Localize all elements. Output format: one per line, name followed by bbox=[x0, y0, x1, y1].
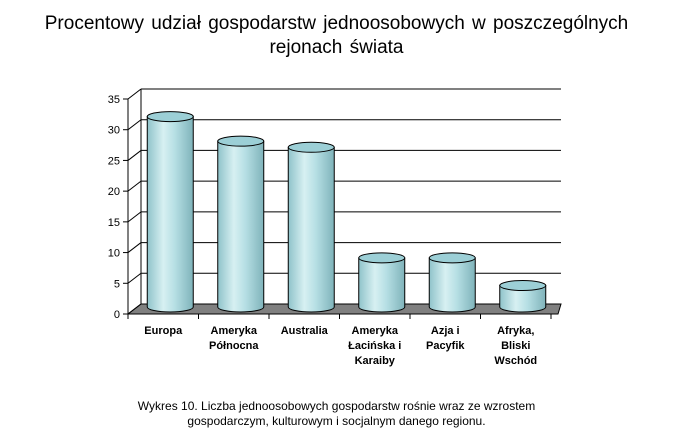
bar bbox=[428, 252, 476, 313]
bar bbox=[287, 141, 335, 313]
x-category-label: Karaiby bbox=[355, 355, 396, 367]
bar bbox=[358, 252, 406, 313]
y-tick-label: 30 bbox=[108, 125, 120, 137]
wall-gridline bbox=[127, 88, 142, 100]
x-category-label: Europa bbox=[144, 325, 183, 337]
y-tick-label: 25 bbox=[108, 155, 120, 167]
y-tick-label: 10 bbox=[108, 248, 120, 260]
x-category-label: Pacyfik bbox=[426, 340, 465, 352]
wall-gridline bbox=[127, 180, 142, 192]
y-tick-label: 35 bbox=[108, 94, 120, 106]
wall-gridline bbox=[127, 303, 142, 315]
x-category-label: Wschód bbox=[494, 355, 537, 367]
bar bbox=[217, 135, 265, 313]
x-category-label: Australia bbox=[281, 325, 329, 337]
x-category-label: Ameryka bbox=[211, 325, 258, 337]
y-tick-label: 20 bbox=[108, 186, 120, 198]
bar-chart: 0 5 10 15 20 25 30 35 Europa Ameryka Północna Austr… bbox=[108, 88, 562, 367]
wall-gridline bbox=[127, 211, 142, 223]
x-category-label: Bliski bbox=[501, 340, 530, 352]
chart-title-line-2: rejonach świata bbox=[269, 37, 404, 58]
y-tick-label: 0 bbox=[114, 309, 120, 321]
bar bbox=[499, 280, 547, 313]
chart-title-line-1: Procentowy udział gospodarstw jednoosobo… bbox=[44, 13, 629, 34]
caption-line-1: Wykres 10. Liczba jednoosobowych gospoda… bbox=[137, 399, 536, 413]
caption-line-2: gospodarczym, kulturowym i socjalnym dan… bbox=[187, 414, 486, 428]
wall-gridline bbox=[127, 272, 142, 284]
wall-gridline bbox=[127, 119, 142, 131]
x-category-label: Afryka, bbox=[497, 325, 534, 337]
chart-title: Procentowy udział gospodarstw jednoosobo… bbox=[0, 12, 673, 60]
bar bbox=[146, 111, 194, 313]
y-tick-label: 15 bbox=[108, 217, 120, 229]
x-category-label: Północna bbox=[209, 340, 259, 352]
chart-caption: Wykres 10. Liczba jednoosobowych gospoda… bbox=[0, 399, 673, 429]
x-category-label: Ameryka bbox=[352, 325, 399, 337]
x-category-label: Azja i bbox=[431, 325, 460, 337]
wall-gridline bbox=[127, 150, 142, 161]
x-category-label: Łacińska i bbox=[348, 340, 401, 352]
wall-gridline bbox=[127, 242, 142, 253]
y-tick-label: 5 bbox=[114, 278, 120, 290]
